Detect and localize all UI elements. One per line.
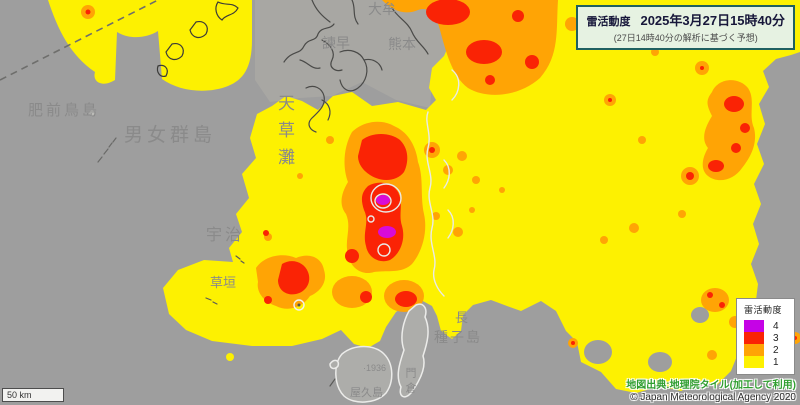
- map-subtitle: (27日14時40分の解析に基づく予想): [613, 33, 758, 43]
- legend-swatch: [744, 344, 764, 356]
- map-source-credit: 地図出典:地理院タイル(加工して利用): [626, 380, 796, 391]
- copyright-notice: © Japan Meteorological Agency 2020: [630, 392, 796, 403]
- tanegashima-island: [397, 303, 429, 398]
- legend-row: 4: [744, 320, 790, 332]
- yakushima-island: [335, 345, 393, 403]
- legend-level-value: 2: [773, 344, 779, 356]
- legend-row: 1: [744, 356, 790, 368]
- legend-level-value: 4: [773, 320, 779, 332]
- map-title: 雷活動度: [586, 16, 631, 28]
- legend-title: 雷活動度: [744, 305, 783, 315]
- map-datetime: 2025年3月27日15時40分: [640, 13, 785, 28]
- coastline-white-layer: [293, 69, 460, 311]
- title-row: 雷活動度 2025年3月27日15時40分: [586, 10, 785, 29]
- level4-purple-layer: [376, 195, 396, 238]
- legend-swatch: [744, 332, 764, 344]
- legend-swatch: [744, 320, 764, 332]
- legend-row: 3: [744, 332, 790, 344]
- legend-row: 2: [744, 344, 790, 356]
- scale-bar-label: 50 km: [7, 390, 32, 400]
- boundary-dashed-layer: [0, 0, 159, 81]
- coastline-dark-layer: [89, 0, 429, 387]
- legend-swatch: [744, 356, 764, 368]
- scale-bar: 50 km: [2, 388, 64, 402]
- level1-yellow-layer: [48, 0, 800, 393]
- legend-level-value: 1: [773, 356, 779, 368]
- southern-islands-layer: [329, 303, 429, 403]
- map-title-box: 雷活動度 2025年3月27日15時40分 (27日14時40分の解析に基づく予…: [576, 5, 795, 50]
- attribution: 地図出典:地理院タイル(加工して利用) © Japan Meteorologic…: [626, 380, 796, 404]
- sea-holes: [584, 307, 709, 372]
- legend-level-value: 3: [773, 332, 779, 344]
